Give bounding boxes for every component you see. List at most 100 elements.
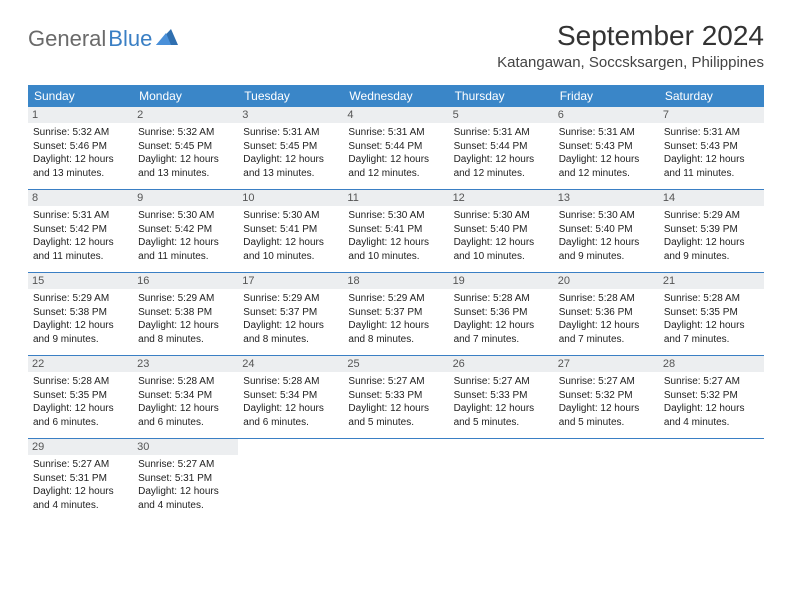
day-number: 7 (659, 107, 764, 123)
day-detail: Sunset: 5:40 PM (454, 223, 549, 237)
day-number: 18 (343, 273, 448, 289)
day-detail: Sunrise: 5:27 AM (348, 375, 443, 389)
header: General Blue September 2024 Katangawan, … (28, 20, 764, 71)
day-detail: and 6 minutes. (243, 416, 338, 430)
day-detail: Daylight: 12 hours (243, 319, 338, 333)
day-number: 27 (554, 356, 659, 372)
week-row: 29Sunrise: 5:27 AMSunset: 5:31 PMDayligh… (28, 439, 764, 521)
day-detail: Sunrise: 5:28 AM (454, 292, 549, 306)
day-number: 25 (343, 356, 448, 372)
day-cell: 29Sunrise: 5:27 AMSunset: 5:31 PMDayligh… (28, 439, 133, 521)
day-detail: Daylight: 12 hours (664, 402, 759, 416)
day-detail: and 12 minutes. (454, 167, 549, 181)
day-number: 6 (554, 107, 659, 123)
day-cell: 1Sunrise: 5:32 AMSunset: 5:46 PMDaylight… (28, 107, 133, 189)
title-block: September 2024 Katangawan, Soccsksargen,… (497, 20, 764, 71)
day-cell: 13Sunrise: 5:30 AMSunset: 5:40 PMDayligh… (554, 190, 659, 272)
day-cell: 18Sunrise: 5:29 AMSunset: 5:37 PMDayligh… (343, 273, 448, 355)
day-detail: Daylight: 12 hours (33, 402, 128, 416)
weeks-container: 1Sunrise: 5:32 AMSunset: 5:46 PMDaylight… (28, 107, 764, 521)
day-cell: 21Sunrise: 5:28 AMSunset: 5:35 PMDayligh… (659, 273, 764, 355)
day-number: 12 (449, 190, 554, 206)
day-number: 15 (28, 273, 133, 289)
day-detail: and 13 minutes. (138, 167, 233, 181)
day-detail: Daylight: 12 hours (559, 236, 654, 250)
day-detail: Sunset: 5:41 PM (348, 223, 443, 237)
day-number: 23 (133, 356, 238, 372)
day-detail: Daylight: 12 hours (559, 153, 654, 167)
day-detail: Daylight: 12 hours (664, 236, 759, 250)
day-cell: 24Sunrise: 5:28 AMSunset: 5:34 PMDayligh… (238, 356, 343, 438)
day-detail: Sunrise: 5:29 AM (33, 292, 128, 306)
day-of-week-header: Sunday Monday Tuesday Wednesday Thursday… (28, 85, 764, 107)
day-cell: 28Sunrise: 5:27 AMSunset: 5:32 PMDayligh… (659, 356, 764, 438)
day-detail: and 12 minutes. (348, 167, 443, 181)
day-number: 13 (554, 190, 659, 206)
day-detail: Sunrise: 5:30 AM (454, 209, 549, 223)
day-number: 22 (28, 356, 133, 372)
day-detail: Sunset: 5:35 PM (664, 306, 759, 320)
day-detail: Sunrise: 5:29 AM (664, 209, 759, 223)
day-detail: Sunset: 5:38 PM (138, 306, 233, 320)
day-detail: Daylight: 12 hours (454, 402, 549, 416)
day-detail: and 9 minutes. (664, 250, 759, 264)
day-detail: and 7 minutes. (559, 333, 654, 347)
day-detail: Daylight: 12 hours (243, 153, 338, 167)
day-number: 21 (659, 273, 764, 289)
day-detail: and 11 minutes. (33, 250, 128, 264)
day-detail: Sunset: 5:34 PM (243, 389, 338, 403)
week-row: 22Sunrise: 5:28 AMSunset: 5:35 PMDayligh… (28, 356, 764, 439)
day-detail: and 6 minutes. (138, 416, 233, 430)
day-cell: 27Sunrise: 5:27 AMSunset: 5:32 PMDayligh… (554, 356, 659, 438)
dow-tue: Tuesday (238, 85, 343, 107)
week-row: 1Sunrise: 5:32 AMSunset: 5:46 PMDaylight… (28, 107, 764, 190)
day-number: 10 (238, 190, 343, 206)
day-cell: 10Sunrise: 5:30 AMSunset: 5:41 PMDayligh… (238, 190, 343, 272)
day-detail: and 4 minutes. (33, 499, 128, 513)
day-detail: and 4 minutes. (138, 499, 233, 513)
day-detail: Sunset: 5:32 PM (664, 389, 759, 403)
day-number: 20 (554, 273, 659, 289)
day-detail: Sunset: 5:42 PM (33, 223, 128, 237)
day-detail: Daylight: 12 hours (348, 319, 443, 333)
day-cell: 12Sunrise: 5:30 AMSunset: 5:40 PMDayligh… (449, 190, 554, 272)
day-detail: and 8 minutes. (348, 333, 443, 347)
day-detail: and 5 minutes. (559, 416, 654, 430)
day-cell (343, 439, 448, 521)
day-detail: Daylight: 12 hours (664, 153, 759, 167)
day-number: 11 (343, 190, 448, 206)
day-detail: and 6 minutes. (33, 416, 128, 430)
day-cell: 25Sunrise: 5:27 AMSunset: 5:33 PMDayligh… (343, 356, 448, 438)
day-detail: and 13 minutes. (243, 167, 338, 181)
day-cell: 3Sunrise: 5:31 AMSunset: 5:45 PMDaylight… (238, 107, 343, 189)
location-text: Katangawan, Soccsksargen, Philippines (497, 54, 764, 71)
day-detail: and 10 minutes. (454, 250, 549, 264)
day-detail: and 12 minutes. (559, 167, 654, 181)
day-detail: Daylight: 12 hours (138, 402, 233, 416)
day-detail: Sunset: 5:40 PM (559, 223, 654, 237)
day-detail: Daylight: 12 hours (33, 236, 128, 250)
day-detail: Daylight: 12 hours (664, 319, 759, 333)
day-detail: Sunset: 5:37 PM (243, 306, 338, 320)
day-cell: 8Sunrise: 5:31 AMSunset: 5:42 PMDaylight… (28, 190, 133, 272)
day-cell: 4Sunrise: 5:31 AMSunset: 5:44 PMDaylight… (343, 107, 448, 189)
day-detail: Sunset: 5:32 PM (559, 389, 654, 403)
logo: General Blue (28, 20, 178, 52)
day-number: 5 (449, 107, 554, 123)
day-detail: Daylight: 12 hours (348, 402, 443, 416)
day-detail: and 7 minutes. (664, 333, 759, 347)
day-detail: Daylight: 12 hours (138, 485, 233, 499)
day-detail: Sunrise: 5:27 AM (138, 458, 233, 472)
day-detail: Daylight: 12 hours (454, 153, 549, 167)
day-detail: Sunset: 5:31 PM (138, 472, 233, 486)
day-number: 26 (449, 356, 554, 372)
day-detail: Sunset: 5:36 PM (559, 306, 654, 320)
day-detail: Sunset: 5:44 PM (348, 140, 443, 154)
day-detail: Sunrise: 5:27 AM (559, 375, 654, 389)
logo-word2: Blue (108, 26, 152, 52)
day-detail: Sunrise: 5:27 AM (33, 458, 128, 472)
day-detail: Sunset: 5:43 PM (664, 140, 759, 154)
day-detail: and 11 minutes. (138, 250, 233, 264)
day-cell: 14Sunrise: 5:29 AMSunset: 5:39 PMDayligh… (659, 190, 764, 272)
day-number: 19 (449, 273, 554, 289)
